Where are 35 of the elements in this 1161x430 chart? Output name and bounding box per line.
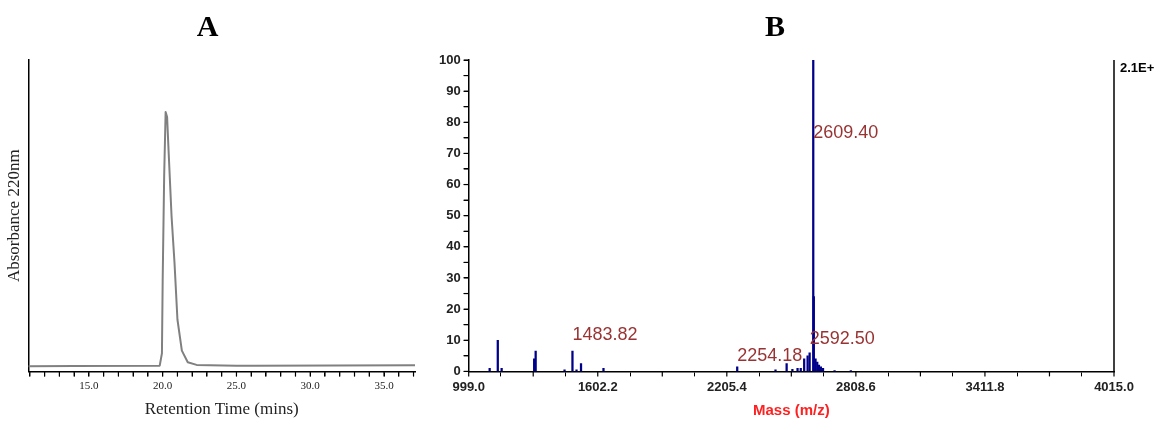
y-tick-label: 70 — [446, 145, 461, 160]
x-tick-label: 25.0 — [226, 378, 247, 391]
y-tick-label: 30 — [446, 269, 461, 285]
text: 2.1E+ — [1120, 60, 1155, 76]
y-tick-label: 50 — [446, 207, 461, 223]
x-axis-title: Mass (m/z) — [753, 401, 830, 419]
x-tick-label: 1602.2 — [577, 378, 618, 394]
annotation: 2609.40 — [813, 122, 879, 143]
x-tick-label: 3411.8 — [965, 378, 1005, 394]
y-tick-label: 10 — [446, 331, 461, 347]
y-axis-title: Absorbance 220nm — [3, 149, 23, 283]
chart-title: A — [196, 8, 219, 42]
x-tick-label: 15.0 — [79, 378, 100, 391]
x-tick-label: 30.0 — [300, 378, 321, 391]
bar — [791, 368, 794, 372]
bar — [736, 366, 739, 372]
x-tick-label: 20.0 — [153, 378, 173, 391]
chart-title: B — [764, 8, 786, 42]
x-tick-label: 35.0 — [374, 378, 395, 391]
x-tick-label: 2808.6 — [835, 378, 876, 394]
x-tick-label: 4015.0 — [1094, 378, 1134, 394]
y-tick-label: 40 — [446, 238, 461, 254]
y-tick-label: 100 — [438, 51, 461, 67]
y-tick-label: 20 — [446, 300, 461, 316]
x-tick-label: 999.0 — [452, 378, 485, 394]
x-axis-title: Retention Time (mins) — [144, 399, 299, 419]
bar — [602, 367, 605, 372]
y-tick-label: 0 — [453, 362, 461, 378]
y-tick-label: 90 — [446, 82, 461, 98]
y-tick-label: 60 — [446, 176, 461, 192]
y-tick-label: 80 — [446, 113, 461, 129]
annotation: 2254.18 — [737, 344, 803, 365]
x-tick-label: 2205.4 — [706, 378, 748, 394]
bar — [571, 350, 574, 372]
annotation: 1483.82 — [572, 324, 638, 345]
